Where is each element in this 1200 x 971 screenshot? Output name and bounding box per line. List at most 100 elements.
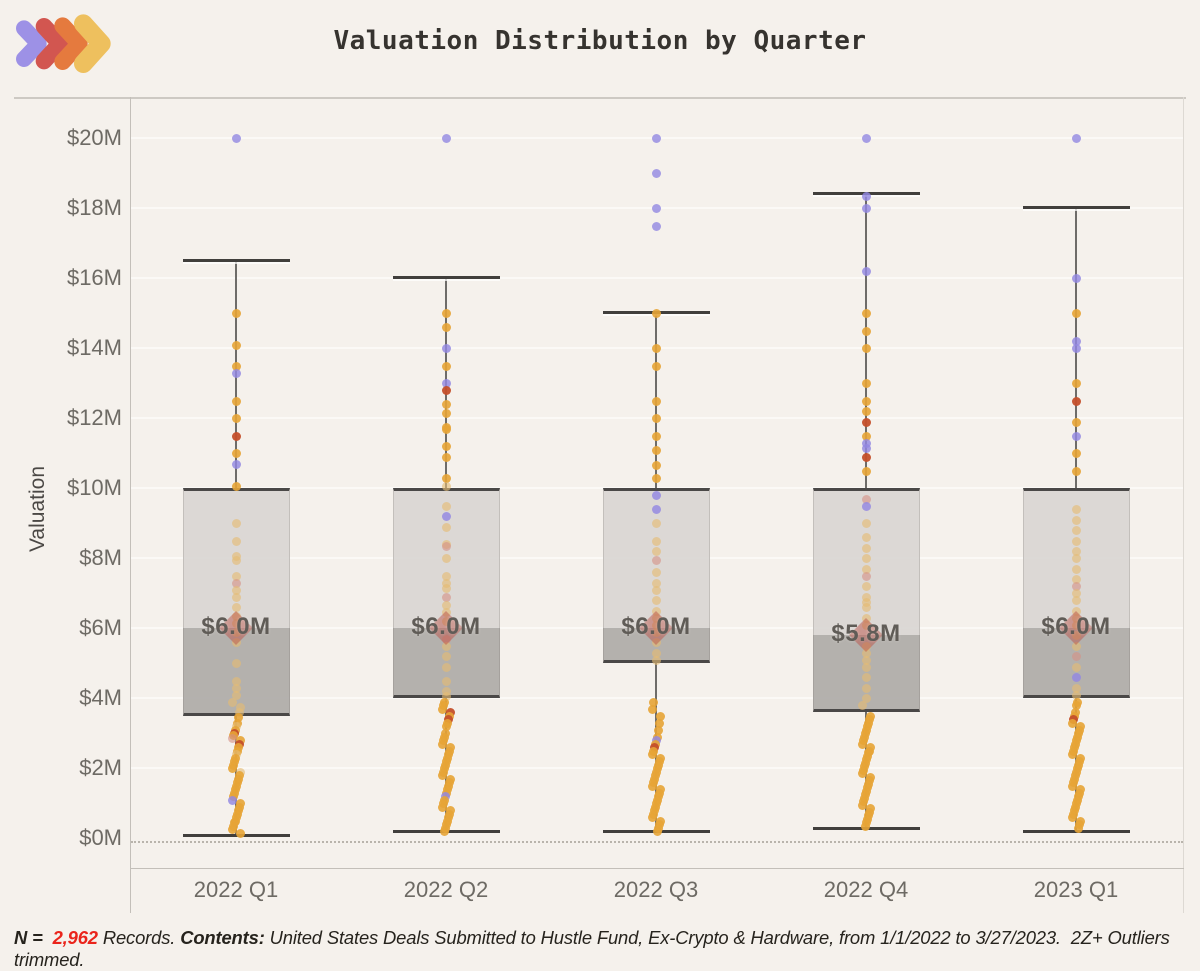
data-point — [232, 603, 241, 612]
outlier-point — [652, 221, 661, 231]
data-point — [654, 725, 663, 735]
data-point — [232, 555, 241, 565]
data-point — [442, 652, 451, 661]
data-point — [442, 692, 451, 702]
data-point — [1072, 466, 1081, 476]
data-point — [1072, 505, 1081, 514]
data-point — [652, 344, 661, 353]
data-point — [652, 606, 661, 616]
data-point — [862, 582, 871, 591]
data-point — [655, 718, 664, 728]
data-point — [442, 676, 451, 686]
x-axis-label: 2022 Q2 — [403, 877, 489, 902]
data-point — [1072, 379, 1081, 388]
data-point — [232, 536, 241, 546]
footnote-records-label: Records. — [97, 927, 181, 948]
data-point — [442, 583, 451, 593]
data-point — [442, 452, 451, 462]
y-tick-label: $20M — [66, 125, 122, 150]
data-point — [652, 578, 661, 588]
data-point — [858, 701, 867, 710]
data-point — [653, 827, 662, 836]
y-tick-label: $4M — [79, 685, 122, 710]
data-point — [862, 452, 871, 462]
data-point — [652, 505, 661, 514]
outlier-point — [1072, 134, 1081, 143]
data-point — [442, 522, 451, 532]
data-point — [1072, 274, 1081, 283]
data-point — [232, 340, 241, 350]
footnote-n-label: N = — [14, 927, 53, 948]
data-point — [1072, 431, 1081, 441]
data-point — [862, 564, 871, 574]
data-point — [442, 687, 451, 696]
median-label: $5.8M — [831, 620, 901, 647]
data-point — [862, 309, 871, 318]
plot-right-border — [1183, 97, 1184, 913]
data-point — [228, 825, 237, 835]
data-point — [862, 648, 871, 658]
data-point — [1072, 554, 1081, 563]
data-point — [862, 519, 871, 528]
data-point — [862, 267, 871, 276]
x-axis-line — [130, 868, 1184, 869]
data-point — [442, 541, 451, 551]
data-point — [228, 764, 237, 773]
data-point — [652, 555, 661, 565]
data-point — [652, 568, 661, 577]
data-point — [862, 494, 871, 504]
data-point — [442, 361, 451, 371]
data-point — [862, 571, 871, 581]
data-point — [862, 443, 871, 453]
y-tick-label: $12M — [66, 405, 122, 430]
data-point — [442, 662, 451, 672]
data-point — [442, 473, 451, 483]
data-point — [442, 323, 451, 332]
data-point — [652, 361, 661, 371]
data-point — [862, 613, 871, 623]
data-point — [232, 431, 241, 441]
logo-chevron-orange — [54, 17, 88, 70]
data-point — [438, 771, 447, 780]
data-point — [440, 827, 449, 836]
data-point — [232, 396, 241, 406]
data-point — [648, 813, 657, 822]
data-point — [652, 596, 661, 605]
data-point — [862, 673, 871, 682]
data-point — [232, 585, 241, 595]
brand-logo — [16, 14, 111, 73]
data-point — [442, 379, 451, 388]
data-point — [648, 704, 657, 714]
data-point — [1072, 652, 1081, 661]
data-point — [1072, 547, 1081, 556]
data-point — [1072, 449, 1081, 458]
data-point — [648, 750, 657, 759]
outlier-point — [442, 134, 451, 143]
footnote: N = 2,962 Records. Contents: United Stat… — [14, 927, 1188, 971]
data-point — [442, 571, 451, 581]
data-point — [232, 309, 241, 318]
data-point — [442, 442, 451, 451]
data-point — [862, 204, 871, 213]
data-point — [652, 491, 661, 500]
data-point — [652, 414, 661, 423]
data-point — [232, 578, 241, 588]
data-point — [652, 547, 661, 556]
y-tick-label: $16M — [66, 265, 122, 290]
x-axis-label: 2022 Q4 — [823, 877, 909, 902]
data-point — [1072, 673, 1081, 682]
data-point — [652, 648, 661, 658]
data-point — [648, 781, 657, 791]
chart-title: Valuation Distribution by Quarter — [333, 26, 867, 56]
x-axis-label: 2022 Q1 — [193, 877, 279, 902]
data-point — [1072, 396, 1081, 406]
data-point — [1072, 662, 1081, 672]
data-point — [232, 361, 241, 371]
data-point — [858, 800, 867, 810]
data-point — [1072, 690, 1081, 700]
y-tick-label: $18M — [66, 195, 122, 220]
data-point — [862, 592, 871, 602]
data-point — [232, 690, 241, 700]
data-point — [1068, 750, 1077, 759]
